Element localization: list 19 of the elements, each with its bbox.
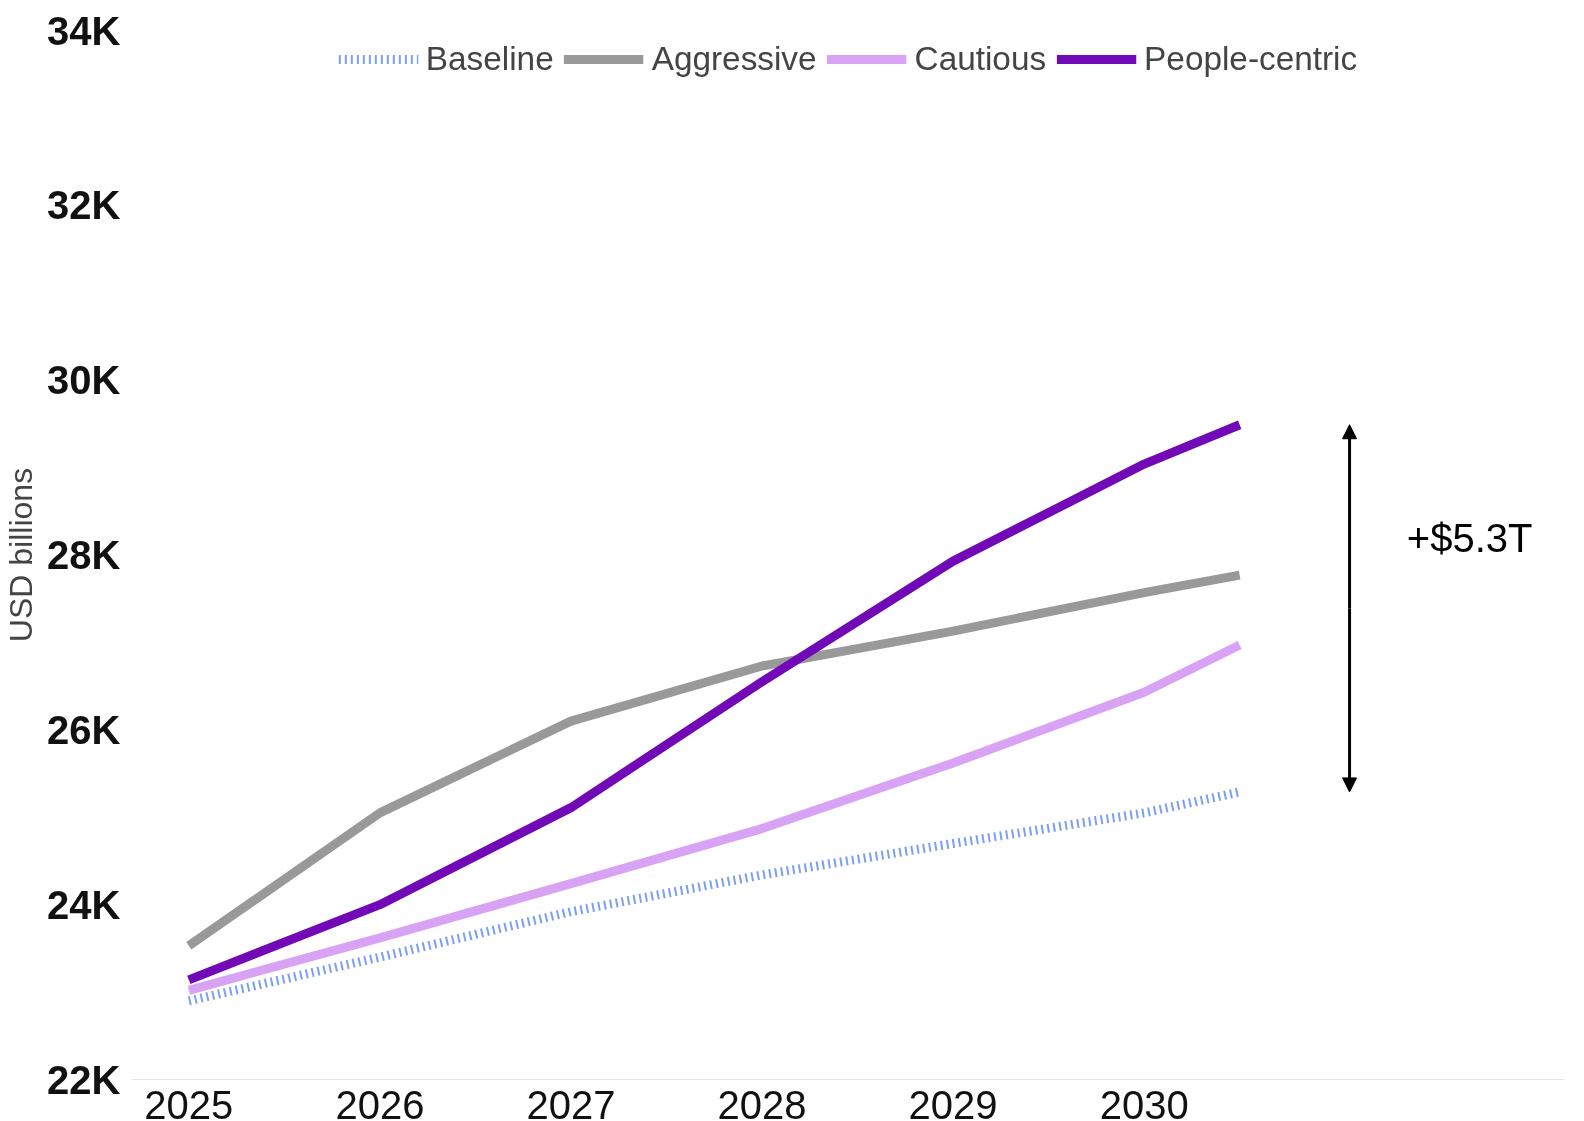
- x-tick-label: 2027: [526, 1082, 616, 1121]
- y-tick-label: 22K: [47, 1057, 121, 1102]
- y-tick-label: 26K: [47, 707, 121, 752]
- x-tick-label: 2029: [908, 1082, 998, 1121]
- y-tick-label: 28K: [47, 533, 121, 577]
- legend-label: Aggressive: [651, 40, 817, 78]
- y-axis-title: USD billions: [3, 467, 40, 643]
- y-tick-label: 30K: [47, 358, 121, 403]
- legend-label: Cautious: [914, 40, 1047, 78]
- x-tick-label: 2025: [144, 1082, 234, 1121]
- legend-label: People-centric: [1144, 40, 1358, 78]
- y-tick-label: 24K: [47, 882, 121, 927]
- x-tick-label: 2028: [717, 1082, 807, 1121]
- annotation: +$5.3T: [1406, 516, 1533, 561]
- x-tick-label: 2030: [1099, 1082, 1189, 1121]
- y-tick-label: 32K: [47, 183, 121, 228]
- x-tick-label: 2026: [335, 1082, 425, 1121]
- legend-label: Baseline: [425, 40, 554, 78]
- y-tick-label: 34K: [47, 8, 121, 53]
